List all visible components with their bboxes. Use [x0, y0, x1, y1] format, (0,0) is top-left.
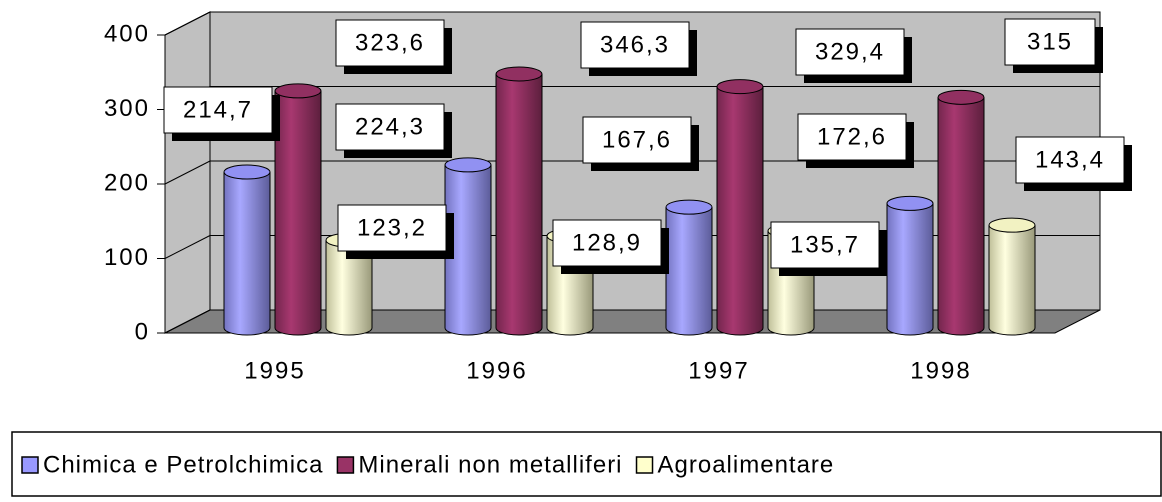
legend-box [11, 431, 1162, 497]
data-label: 214,7 [183, 96, 253, 123]
data-label: 329,4 [815, 38, 885, 65]
label-box [770, 221, 880, 269]
bar-body [717, 86, 763, 328]
data-label: 315 [1027, 28, 1073, 55]
bar-body [224, 172, 270, 328]
legend-label: Minerali non metalliferi [358, 451, 622, 478]
label-box [337, 204, 447, 252]
bar [937, 89, 985, 336]
label-box [797, 113, 907, 161]
legend-swatch [336, 456, 355, 474]
bar [886, 195, 934, 336]
x-tick-label: 1998 [910, 357, 971, 384]
y-tick-label: 300 [104, 95, 150, 122]
bar-top [665, 199, 713, 215]
label-box [335, 103, 445, 151]
bar-top [223, 164, 271, 180]
bar-body [666, 207, 712, 328]
label-box [582, 116, 692, 164]
bar [665, 199, 713, 336]
bar-top [937, 89, 985, 105]
bar-body [938, 97, 984, 328]
data-label: 135,7 [790, 231, 860, 258]
y-tick-label: 400 [104, 20, 150, 47]
grid-line [164, 11, 211, 36]
data-label: 346,3 [600, 31, 670, 58]
label-box [795, 28, 905, 76]
x-tick-label: 1996 [466, 357, 527, 384]
bar-body [989, 225, 1035, 328]
grid-line [164, 235, 211, 259]
data-label: 167,6 [602, 126, 672, 153]
legend-label: Agroalimentare [658, 451, 835, 478]
label-box [580, 21, 690, 69]
data-label: 224,3 [355, 113, 425, 140]
label-box [1015, 136, 1125, 184]
data-label: 128,9 [572, 229, 642, 256]
bar-body [887, 203, 933, 328]
legend-swatch [21, 456, 39, 474]
bar-top [716, 79, 764, 95]
bar-top [444, 157, 492, 173]
label-box [163, 86, 273, 134]
grid-line [164, 309, 211, 334]
bar-top [274, 83, 322, 99]
bar-top [988, 217, 1036, 233]
bar-top [886, 195, 934, 211]
y-tick-label: 200 [104, 169, 150, 196]
bar-body [496, 74, 542, 328]
bar [274, 83, 322, 336]
bar [988, 217, 1036, 336]
data-label: 172,6 [817, 123, 887, 150]
bar-top [495, 66, 543, 82]
legend-label: Chimica e Petrolchimica [43, 451, 323, 478]
data-label: 123,2 [357, 214, 427, 241]
data-label: 143,4 [1035, 146, 1105, 173]
y-tick-label: 0 [135, 318, 150, 345]
label-box [552, 219, 662, 267]
label-box [335, 19, 445, 67]
label-box [1004, 18, 1096, 66]
grid-line [164, 160, 211, 185]
legend-swatch [635, 456, 654, 474]
x-tick-label: 1997 [688, 357, 749, 384]
bar [495, 66, 543, 336]
bar [223, 164, 271, 336]
y-tick-label: 100 [104, 244, 150, 271]
data-label: 323,6 [355, 29, 425, 56]
bar [716, 79, 764, 336]
bar-body [275, 90, 321, 328]
x-tick-label: 1995 [244, 357, 305, 384]
